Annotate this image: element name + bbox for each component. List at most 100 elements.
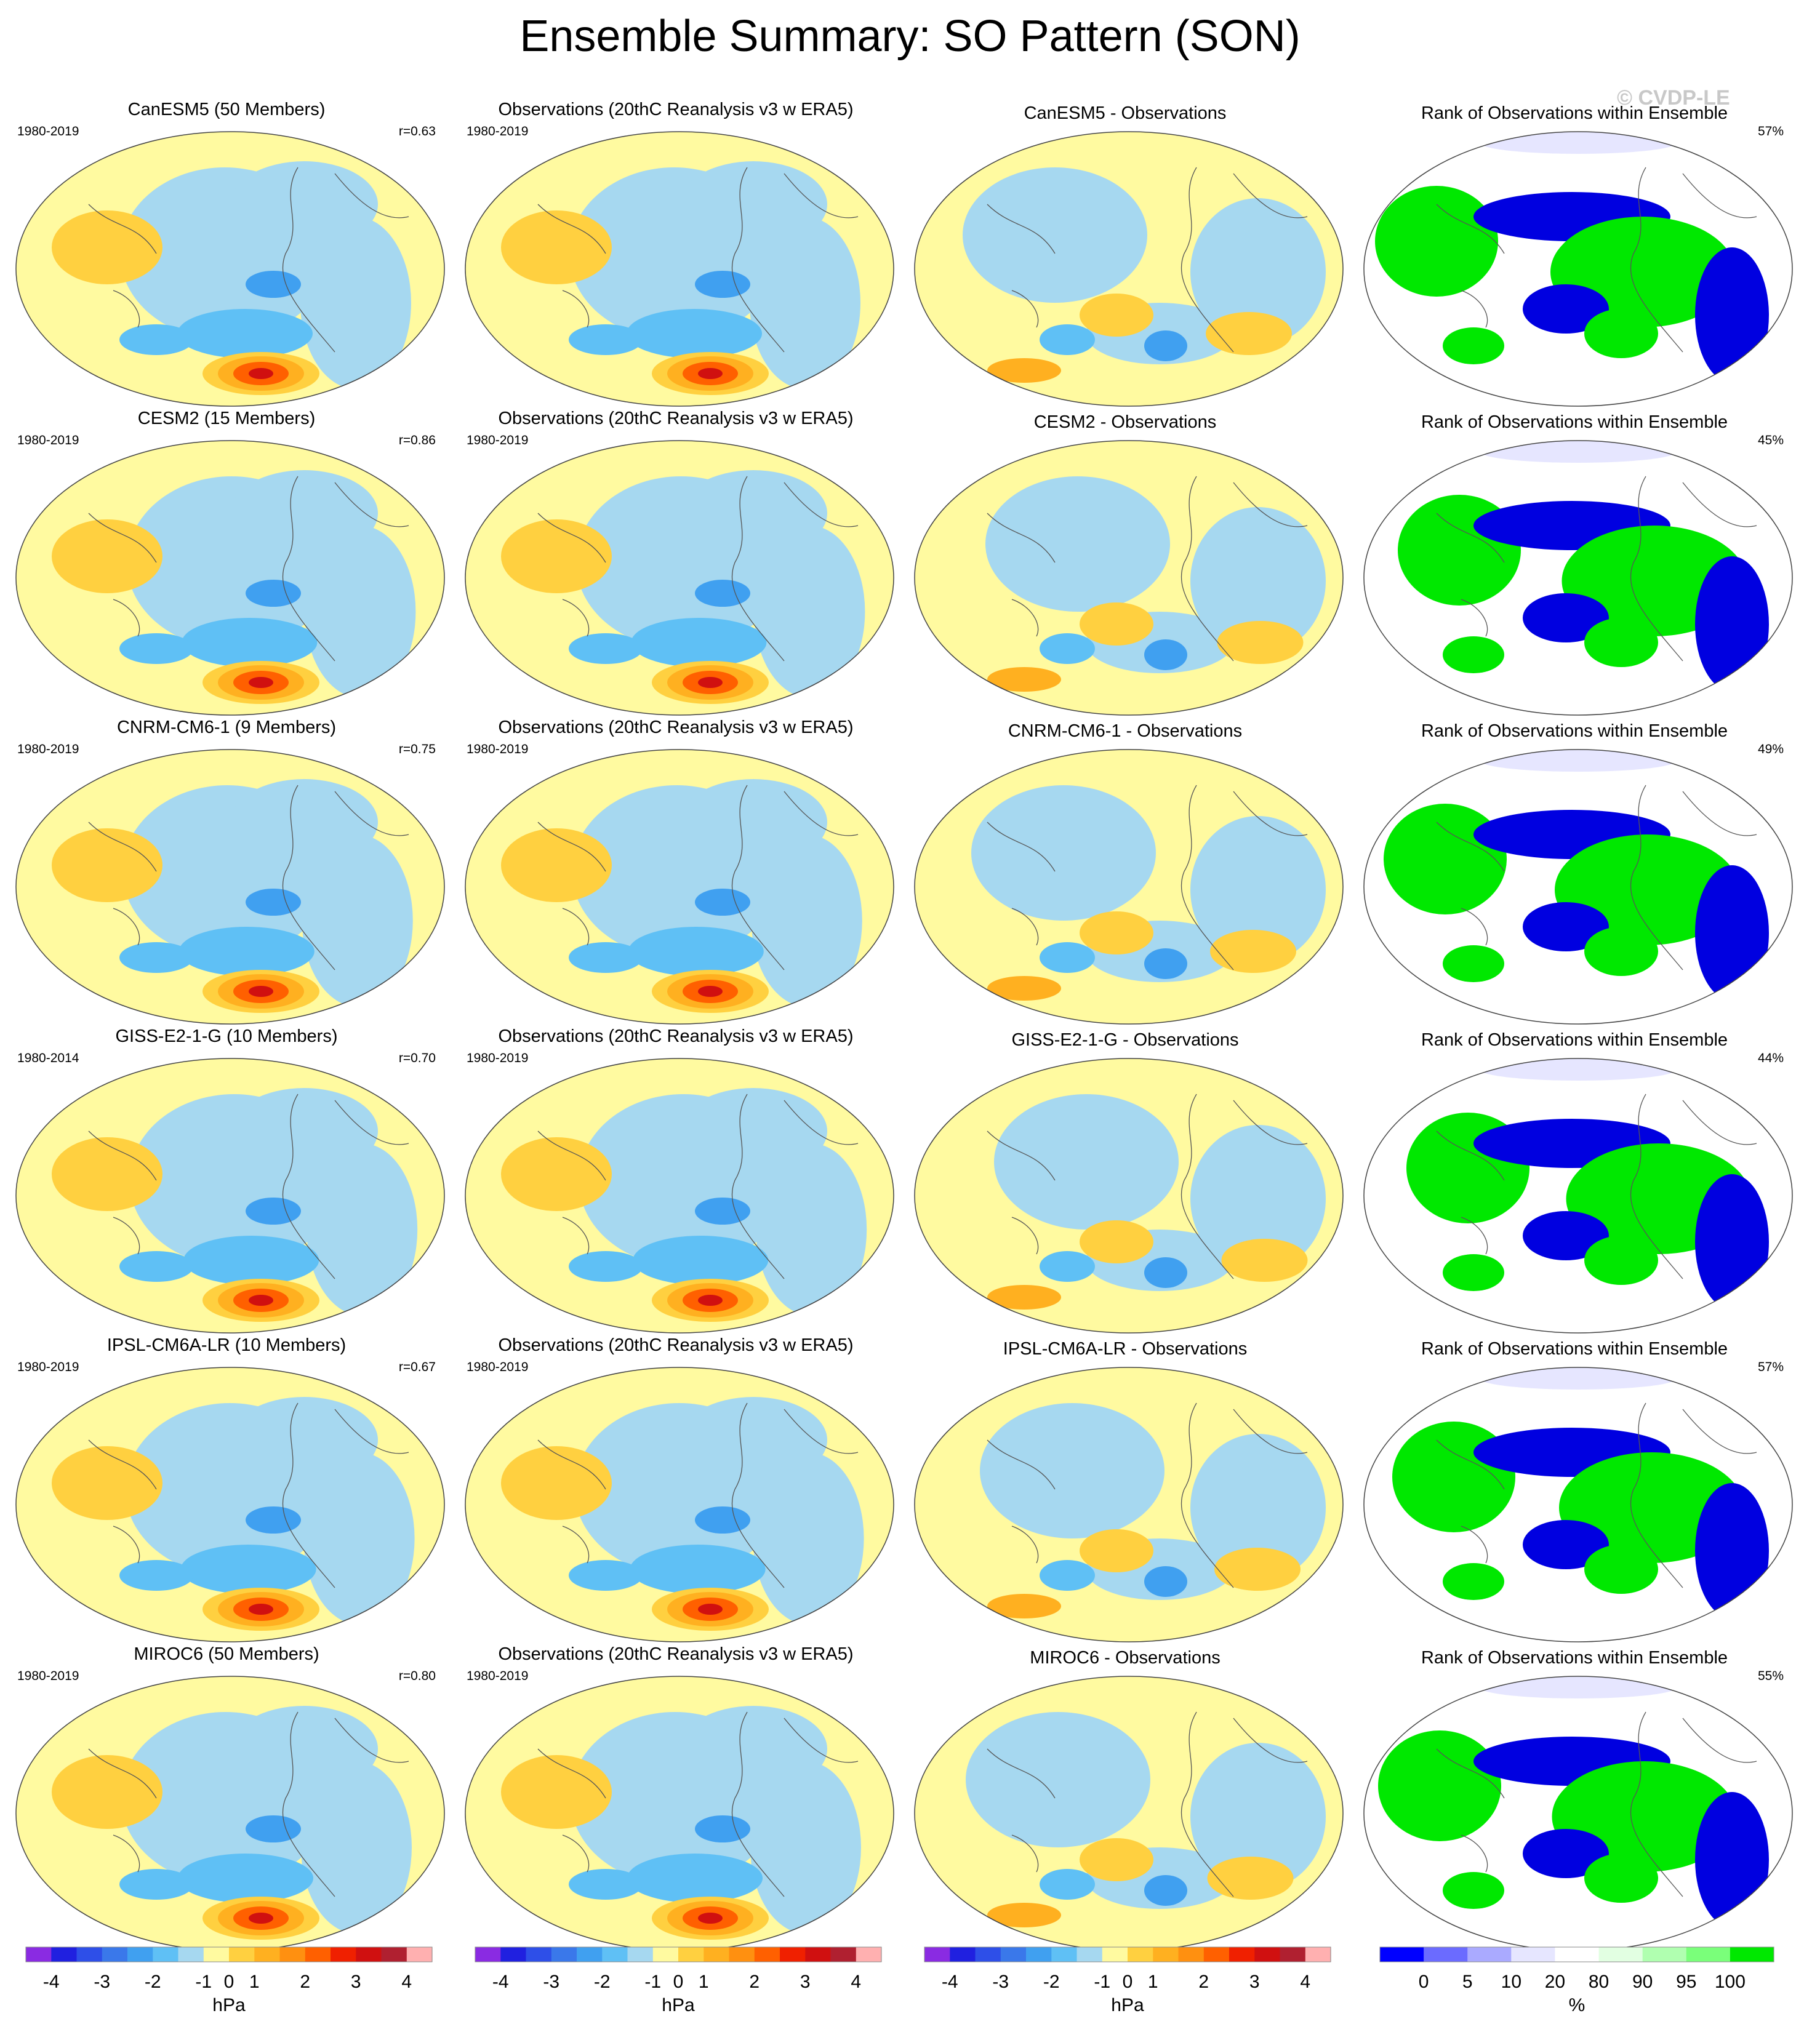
colorbar-swatch (1026, 1947, 1052, 1962)
panel-title: Rank of Observations within Ensemble (1421, 1339, 1728, 1359)
colorbar-swatch (1380, 1947, 1424, 1962)
field-region (1584, 1545, 1658, 1594)
map-outline (1363, 440, 1793, 716)
field-region (182, 618, 318, 667)
coastline (1436, 785, 1757, 970)
panel-title: CanESM5 - Observations (1024, 103, 1227, 123)
colorbar-swatch (551, 1947, 577, 1962)
field-region (627, 309, 762, 358)
colorbar-swatch (1051, 1947, 1078, 1962)
coastline (88, 1094, 409, 1279)
rank-percent: 49% (1757, 742, 1784, 756)
coastline (88, 785, 409, 970)
colorbar-outline (25, 1946, 433, 1962)
colorbar-swatch (153, 1947, 179, 1962)
field-region (119, 633, 193, 664)
field-region (249, 1604, 273, 1615)
panel-title: MIROC6 - Observations (1030, 1648, 1221, 1668)
map-container (464, 1366, 895, 1643)
rank-map (1363, 1676, 1793, 1951)
map-outline (465, 1058, 894, 1334)
map-panel: CanESM5 - Observations (906, 100, 1344, 409)
field-region (52, 1137, 162, 1211)
field-region (756, 1143, 867, 1316)
rank-percent: 45% (1757, 433, 1784, 447)
field-region (249, 368, 273, 379)
field-region (300, 217, 411, 389)
field-region (1190, 1434, 1326, 1582)
colorbar-tick-label: -4 (941, 1972, 958, 1992)
field-region (1207, 1857, 1294, 1900)
colorbar-tick-label: -4 (42, 1972, 60, 1992)
field-region (501, 519, 612, 593)
field-region (501, 1446, 612, 1520)
map-outline (1363, 1367, 1793, 1642)
colorbar-swatch (500, 1947, 527, 1962)
field-region (1190, 507, 1326, 655)
map-container (913, 130, 1344, 407)
field-region (1217, 621, 1304, 664)
colorbar-unit: % (1568, 1995, 1585, 2015)
panel-title: Observations (20thC Reanalysis v3 w ERA5… (498, 1026, 854, 1046)
correlation-label: r=0.70 (398, 1051, 436, 1065)
coastline (987, 785, 1308, 970)
field-region (1040, 942, 1095, 973)
years-label: 1980-2019 (467, 1051, 529, 1065)
colorbar-swatch (331, 1947, 356, 1962)
hpa-colorbar: -4 -3 -2 -1 0 1 2 3 4 hPa (14, 1945, 444, 2031)
panel-title: CNRM-CM6-1 (9 Members) (116, 718, 337, 737)
map-outline (914, 440, 1344, 716)
colorbar-swatch (1076, 1947, 1103, 1962)
field-region (1144, 330, 1187, 361)
rank-map (1363, 749, 1793, 1025)
field-region (1210, 930, 1296, 973)
field-region (246, 889, 301, 916)
field-region (569, 1869, 643, 1900)
colorbar-swatch (102, 1947, 128, 1962)
colorbar-outline (1379, 1946, 1774, 1962)
colorbar-swatch (254, 1947, 281, 1962)
field-region (698, 1604, 723, 1615)
field-region (52, 519, 162, 593)
colorbar-swatch (1203, 1947, 1230, 1962)
field-region (987, 1285, 1061, 1310)
field-region (1695, 865, 1769, 1001)
coastline (1436, 1402, 1757, 1588)
map-container (913, 439, 1344, 716)
field-region (695, 1198, 750, 1225)
field-region (183, 1236, 319, 1285)
map-panel: Rank of Observations within Ensemble 45% (1355, 409, 1794, 718)
field-region (52, 210, 162, 284)
map-container (913, 1366, 1344, 1643)
field-region (246, 1815, 301, 1842)
colorbar-swatch (178, 1947, 204, 1962)
field-region (627, 1854, 763, 1903)
colorbar-tick-label: 1 (1147, 1972, 1158, 1992)
map-panel: Observations (20thC Reanalysis v3 w ERA5… (457, 1335, 895, 1644)
map-outline (465, 440, 894, 716)
map-outline (1363, 131, 1793, 407)
coastline (987, 1402, 1308, 1588)
panel-title: CESM2 - Observations (1033, 412, 1217, 432)
field-region (1080, 1838, 1153, 1881)
panel-title: IPSL-CM6A-LR (10 Members) (106, 1335, 347, 1355)
map-container (15, 1366, 446, 1643)
colorbar-tick-label: 4 (851, 1972, 862, 1992)
map-container (464, 748, 895, 1025)
field-region (1695, 1792, 1769, 1927)
map-outline (914, 749, 1344, 1025)
colorbar-swatch (924, 1947, 950, 1962)
map-container (913, 1675, 1344, 1952)
field-region (1443, 636, 1504, 673)
rank-map (1363, 131, 1793, 407)
colorbar-tick-label: 3 (800, 1972, 811, 1992)
field-region (1523, 593, 1609, 642)
colorbar-tick-label: 0 (1122, 1972, 1133, 1992)
colorbar-swatch (975, 1947, 1001, 1962)
field-region (1443, 327, 1504, 364)
field-region (695, 1815, 750, 1842)
colorbar-tick-label: 100 (1714, 1972, 1746, 1992)
pressure-map (914, 749, 1344, 1025)
colorbar-tick-label: 10 (1501, 1972, 1522, 1992)
pressure-map (15, 1058, 445, 1334)
